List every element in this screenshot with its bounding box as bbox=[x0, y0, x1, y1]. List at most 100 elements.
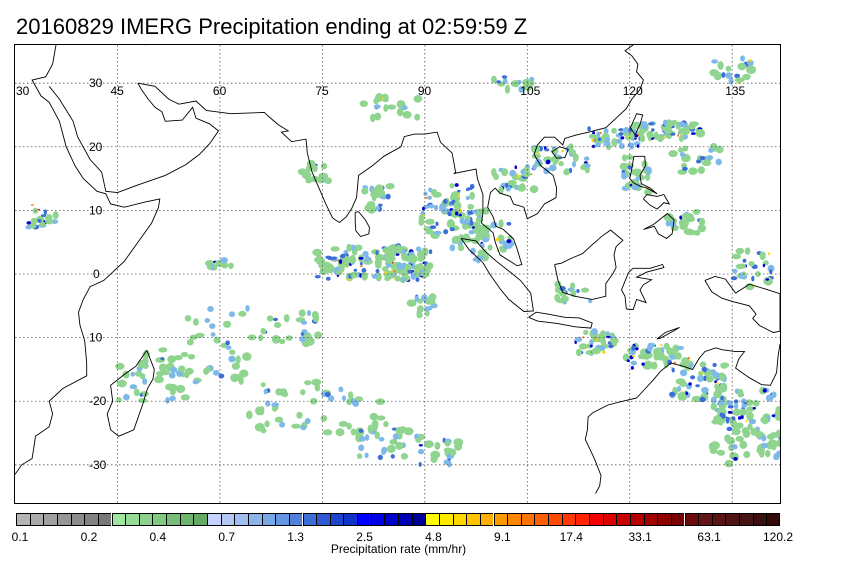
rain-cell bbox=[371, 274, 379, 279]
rain-cell bbox=[626, 359, 630, 362]
rain-cell bbox=[495, 238, 500, 241]
rain-cell bbox=[745, 419, 748, 423]
rain-cell bbox=[449, 227, 455, 232]
rain-cell bbox=[376, 415, 386, 421]
rain-cell bbox=[724, 434, 731, 443]
rain-cell bbox=[417, 448, 425, 455]
rain-cell bbox=[698, 370, 704, 377]
rain-cell bbox=[591, 328, 598, 336]
rain-cell bbox=[764, 450, 771, 458]
rain-cell bbox=[375, 250, 379, 256]
colorbar-swatch bbox=[329, 513, 344, 526]
rain-cell bbox=[752, 399, 760, 407]
rain-cell bbox=[386, 444, 396, 453]
rain-cell bbox=[408, 254, 418, 264]
rain-cell bbox=[130, 371, 135, 377]
rain-cell bbox=[209, 323, 216, 329]
rain-cell bbox=[646, 344, 653, 352]
rain-cell bbox=[653, 131, 659, 140]
rain-cell bbox=[312, 248, 323, 256]
rain-cell bbox=[677, 385, 682, 392]
rain-cell bbox=[192, 380, 200, 385]
rain-cell bbox=[678, 147, 685, 153]
rain-cell bbox=[386, 104, 397, 110]
rain-cell bbox=[644, 166, 652, 172]
rain-cell bbox=[314, 383, 321, 392]
colorbar-swatch bbox=[548, 513, 562, 526]
rain-cell bbox=[584, 163, 591, 168]
rain-cell bbox=[734, 77, 745, 83]
rain-cell bbox=[591, 347, 601, 355]
rain-cell bbox=[140, 363, 149, 369]
rain-cell bbox=[129, 384, 138, 390]
rain-cell bbox=[742, 258, 747, 263]
rain-cell bbox=[697, 166, 705, 174]
rain-cell bbox=[570, 149, 576, 156]
rain-cell bbox=[306, 310, 312, 316]
rain-cell bbox=[30, 204, 34, 206]
rain-cell bbox=[558, 161, 564, 167]
rain-cell bbox=[610, 337, 619, 345]
colorbar-swatch bbox=[247, 513, 262, 526]
rain-cell bbox=[300, 389, 306, 396]
rain-cell bbox=[26, 221, 32, 225]
rain-cell bbox=[396, 108, 404, 117]
rain-cell bbox=[518, 85, 525, 93]
colorbar-swatch bbox=[179, 513, 194, 526]
rain-cell bbox=[158, 347, 168, 353]
rain-cell bbox=[737, 388, 744, 398]
rain-cell bbox=[300, 320, 308, 325]
rain-cell bbox=[228, 355, 236, 363]
rain-cell bbox=[264, 420, 270, 428]
rain-cell bbox=[186, 339, 194, 346]
rain-cell bbox=[266, 315, 274, 322]
rain-cell bbox=[575, 348, 582, 357]
rain-cell bbox=[467, 203, 475, 210]
rain-cell bbox=[165, 397, 170, 404]
colorbar-swatch bbox=[766, 513, 780, 526]
colorbar-swatch bbox=[343, 513, 358, 526]
rain-cell bbox=[327, 255, 333, 261]
rain-cell bbox=[717, 61, 724, 70]
colorbar-swatch bbox=[534, 513, 549, 526]
rain-cell bbox=[330, 246, 340, 252]
rain-cell bbox=[639, 134, 646, 143]
rain-cells bbox=[25, 55, 780, 468]
rain-cell bbox=[133, 388, 140, 397]
rain-cell bbox=[678, 121, 686, 128]
rain-cell bbox=[230, 373, 240, 383]
rain-cell bbox=[697, 224, 707, 233]
rain-cell bbox=[451, 235, 462, 244]
rain-cell bbox=[177, 365, 186, 373]
rain-cell bbox=[498, 219, 504, 228]
rain-cell bbox=[335, 428, 345, 437]
rain-cell bbox=[715, 386, 723, 396]
rain-cell bbox=[748, 261, 755, 267]
rain-cell bbox=[506, 239, 512, 244]
rain-cell bbox=[480, 242, 485, 249]
colorbar-swatch bbox=[370, 513, 385, 526]
rain-cell bbox=[675, 378, 686, 385]
rain-cell bbox=[375, 398, 386, 406]
rain-cell bbox=[505, 182, 509, 188]
rain-cell bbox=[370, 114, 377, 120]
rain-cell bbox=[449, 183, 455, 189]
rain-cell bbox=[429, 225, 437, 230]
coastline bbox=[656, 326, 680, 340]
colorbar-swatch bbox=[261, 513, 276, 526]
colorbar-swatch bbox=[152, 513, 167, 526]
rain-cell bbox=[274, 416, 284, 423]
rain-cell bbox=[324, 391, 331, 398]
rain-cell bbox=[752, 407, 756, 410]
rain-cell bbox=[260, 327, 266, 335]
rain-cell bbox=[629, 348, 636, 356]
coastline bbox=[460, 237, 534, 312]
colorbar-swatch bbox=[629, 513, 644, 526]
rain-cell bbox=[688, 363, 694, 368]
colorbar-swatch bbox=[84, 513, 98, 526]
rain-cell bbox=[397, 264, 404, 271]
colorbar-tick-label: 0.7 bbox=[218, 530, 236, 544]
colorbar-swatch bbox=[739, 513, 753, 526]
rain-cell bbox=[708, 147, 714, 153]
rain-cell bbox=[720, 396, 724, 401]
